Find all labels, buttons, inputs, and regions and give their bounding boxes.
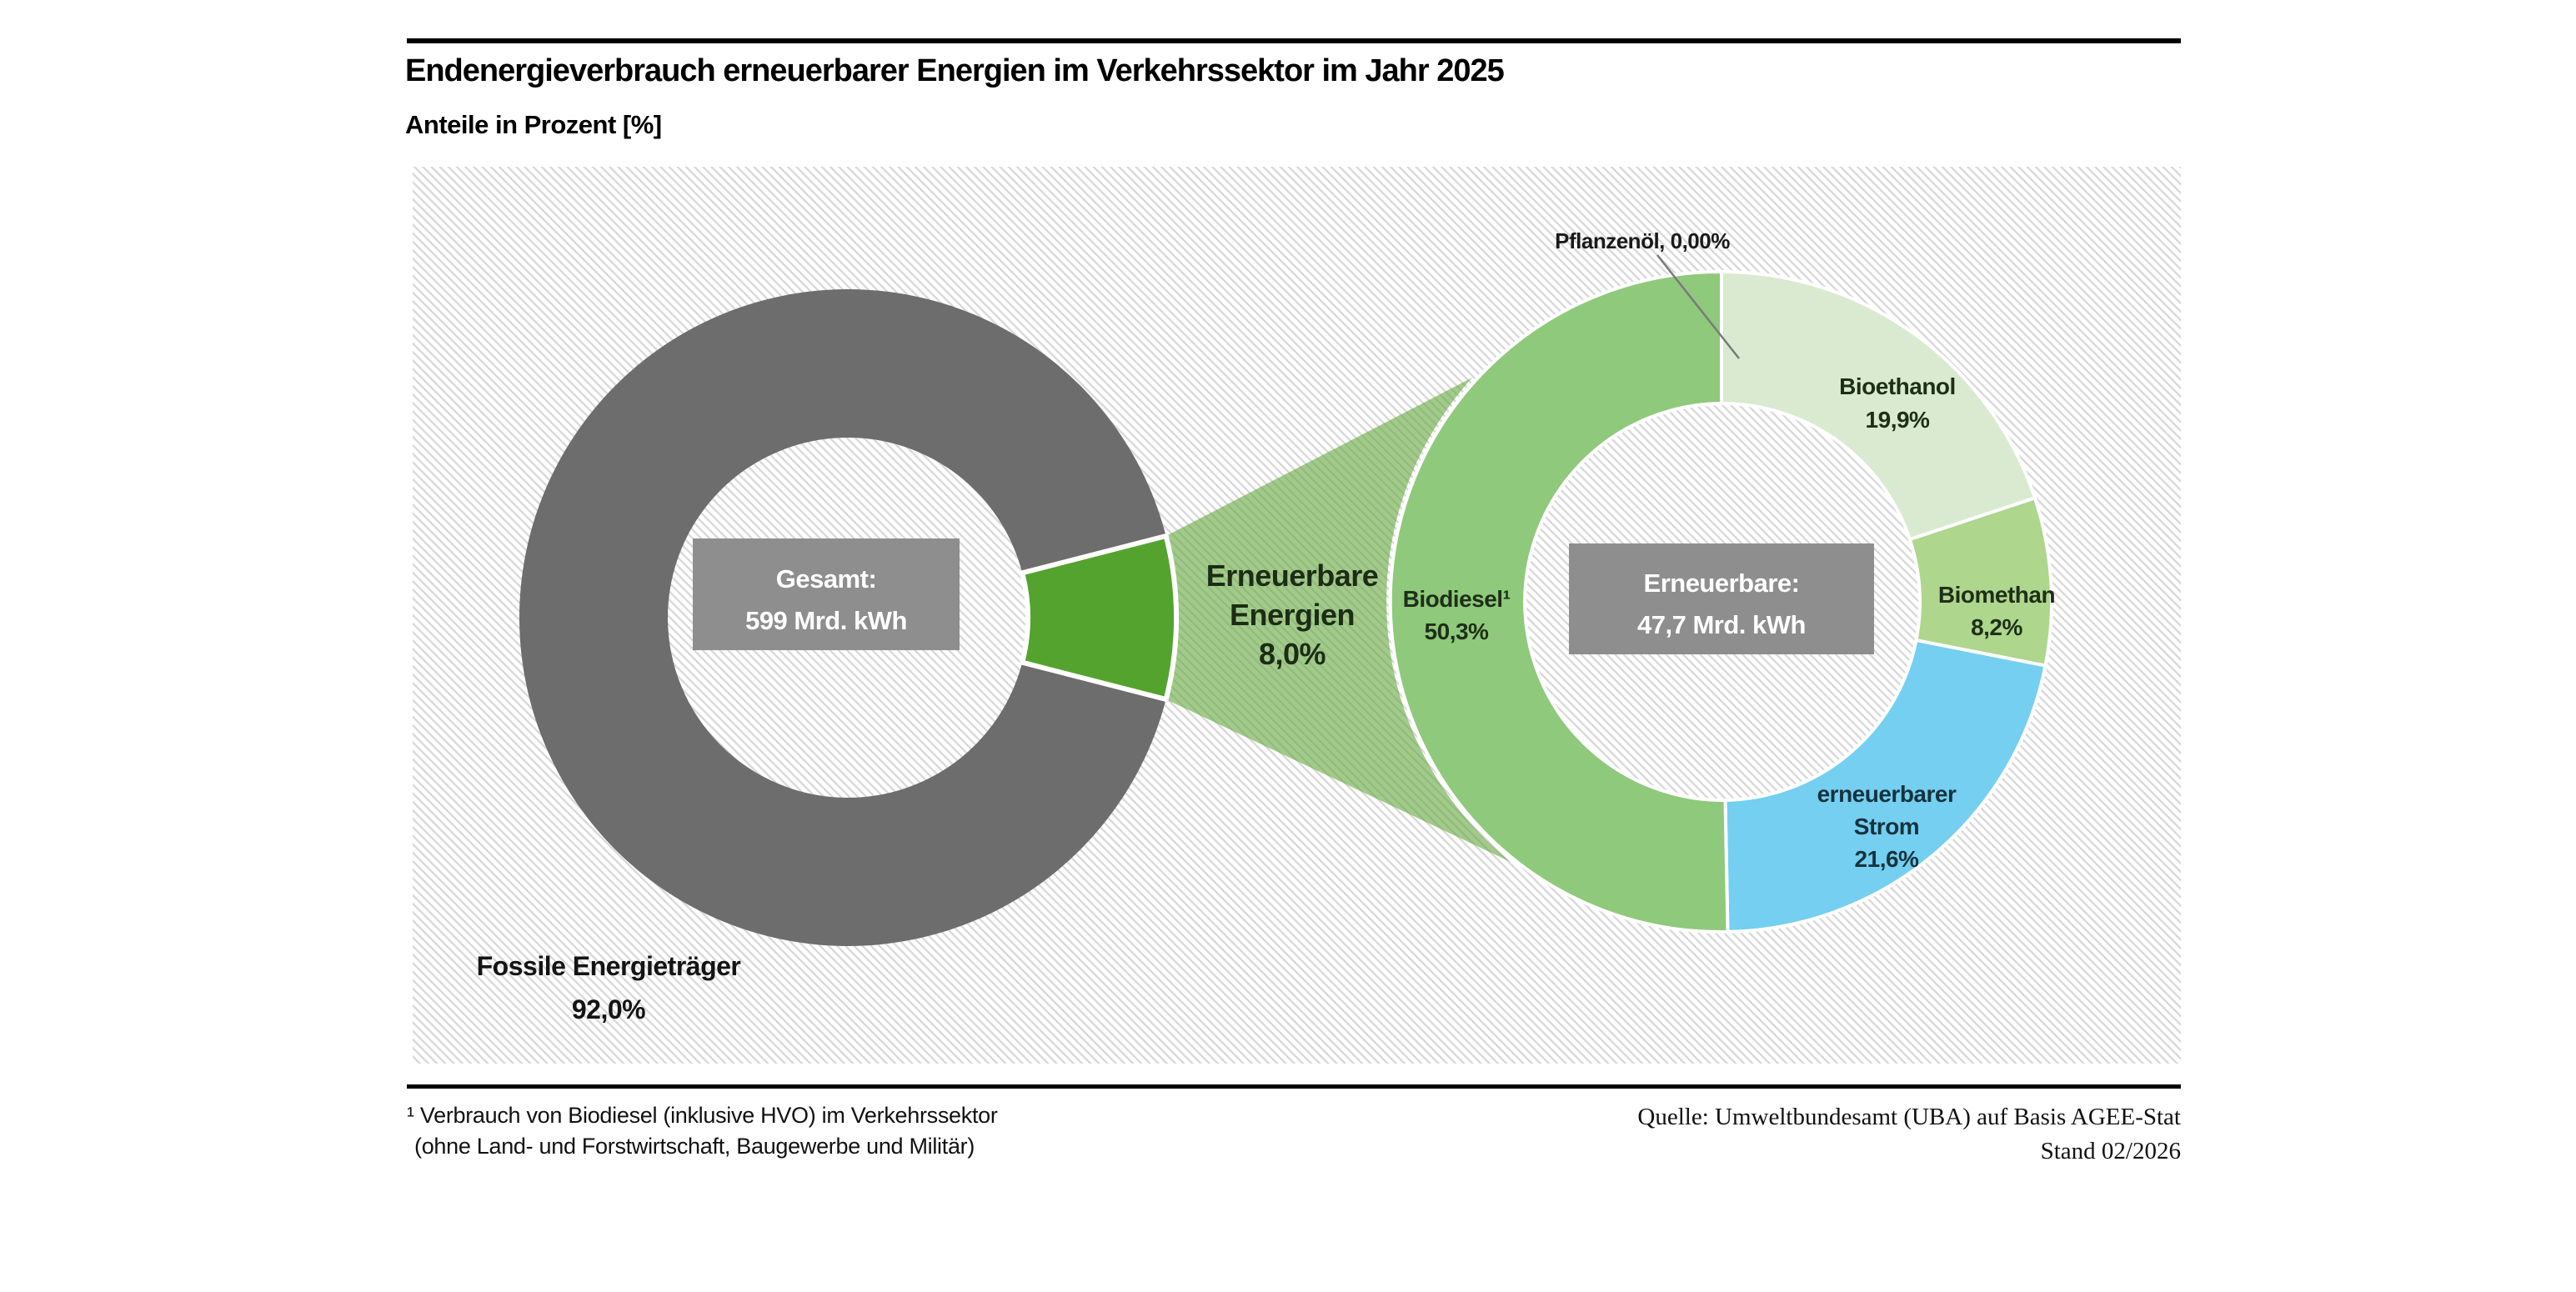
bottom-rule xyxy=(407,1084,2181,1089)
label-biomethan-line2: 8,2% xyxy=(1971,614,2022,640)
label-erneuerbare-line2: Energien xyxy=(1230,598,1355,632)
label-erneuerbare-line3: 8,0% xyxy=(1259,637,1326,671)
center-box-erneuerbare: Erneuerbare: 47,7 Mrd. kWh xyxy=(1569,543,1874,654)
source-line2: Stand 02/2026 xyxy=(2040,1138,2181,1164)
footnote-line2: (ohne Land- und Forstwirtschaft, Baugewe… xyxy=(414,1134,975,1159)
label-erneuerbare-line1: Erneuerbare xyxy=(1206,558,1379,593)
erneuerbare-box xyxy=(1569,543,1874,654)
segment-erneuerbarer-strom xyxy=(1723,638,2047,934)
source-attribution: Quelle: Umweltbundesamt (UBA) auf Basis … xyxy=(1637,1100,2181,1169)
pflanzenoel-leader-line xyxy=(1656,254,1740,359)
top-rule xyxy=(407,38,2181,43)
source-line1: Quelle: Umweltbundesamt (UBA) auf Basis … xyxy=(1637,1104,2181,1130)
label-pflanzenoel: Pflanzenöl, 0,00% xyxy=(1555,228,1730,253)
label-strom-line2: Strom xyxy=(1854,814,1919,839)
erneuerbare-box-line1: Erneuerbare: xyxy=(1644,568,1800,598)
segment-erneuerbare-energien-wedge xyxy=(1020,533,1180,702)
label-bioethanol: Bioethanol 19,9% xyxy=(1839,373,1956,433)
page-subtitle: Anteile in Prozent [%] xyxy=(405,110,662,139)
center-box-gesamt: Gesamt: 599 Mrd. kWh xyxy=(693,538,960,650)
label-strom-line3: 21,6% xyxy=(1855,846,1919,872)
connector-band xyxy=(1165,378,1511,862)
page-title: Endenergieverbrauch erneuerbarer Energie… xyxy=(405,53,1505,88)
erneuerbare-box-line2: 47,7 Mrd. kWh xyxy=(1637,610,1806,639)
label-fossile-line2: 92,0% xyxy=(572,994,645,1024)
gesamt-box-line2: 599 Mrd. kWh xyxy=(745,606,907,635)
label-biodiesel-line1: Biodiesel¹ xyxy=(1403,586,1511,612)
footnote: ¹ Verbrauch von Biodiesel (inklusive HVO… xyxy=(407,1100,998,1162)
label-strom-line1: erneuerbarer xyxy=(1817,781,1957,807)
label-biodiesel-line2: 50,3% xyxy=(1425,618,1489,644)
label-fossile-line1: Fossile Energieträger xyxy=(477,951,741,981)
label-bioethanol-line1: Bioethanol xyxy=(1839,373,1956,399)
segment-biodiesel xyxy=(1388,269,1730,934)
label-biomethan-line1: Biomethan xyxy=(1938,582,2055,608)
label-fossile-energietraeger: Fossile Energieträger 92,0% xyxy=(477,951,741,1024)
label-bioethanol-line2: 19,9% xyxy=(1866,407,1930,433)
segment-bioethanol xyxy=(1720,270,2037,542)
segment-fossile-energietraeger xyxy=(519,289,1176,946)
label-biomethan: Biomethan 8,2% xyxy=(1938,582,2056,640)
label-erneuerbare-energien: Erneuerbare Energien 8,0% xyxy=(1206,558,1379,671)
label-erneuerbarer-strom: erneuerbarer Strom 21,6% xyxy=(1817,781,1957,872)
label-biodiesel: Biodiesel¹ 50,3% xyxy=(1403,586,1511,644)
footnote-line1: ¹ Verbrauch von Biodiesel (inklusive HVO… xyxy=(407,1103,998,1128)
gesamt-box xyxy=(693,538,960,650)
gesamt-box-line1: Gesamt: xyxy=(776,564,877,593)
